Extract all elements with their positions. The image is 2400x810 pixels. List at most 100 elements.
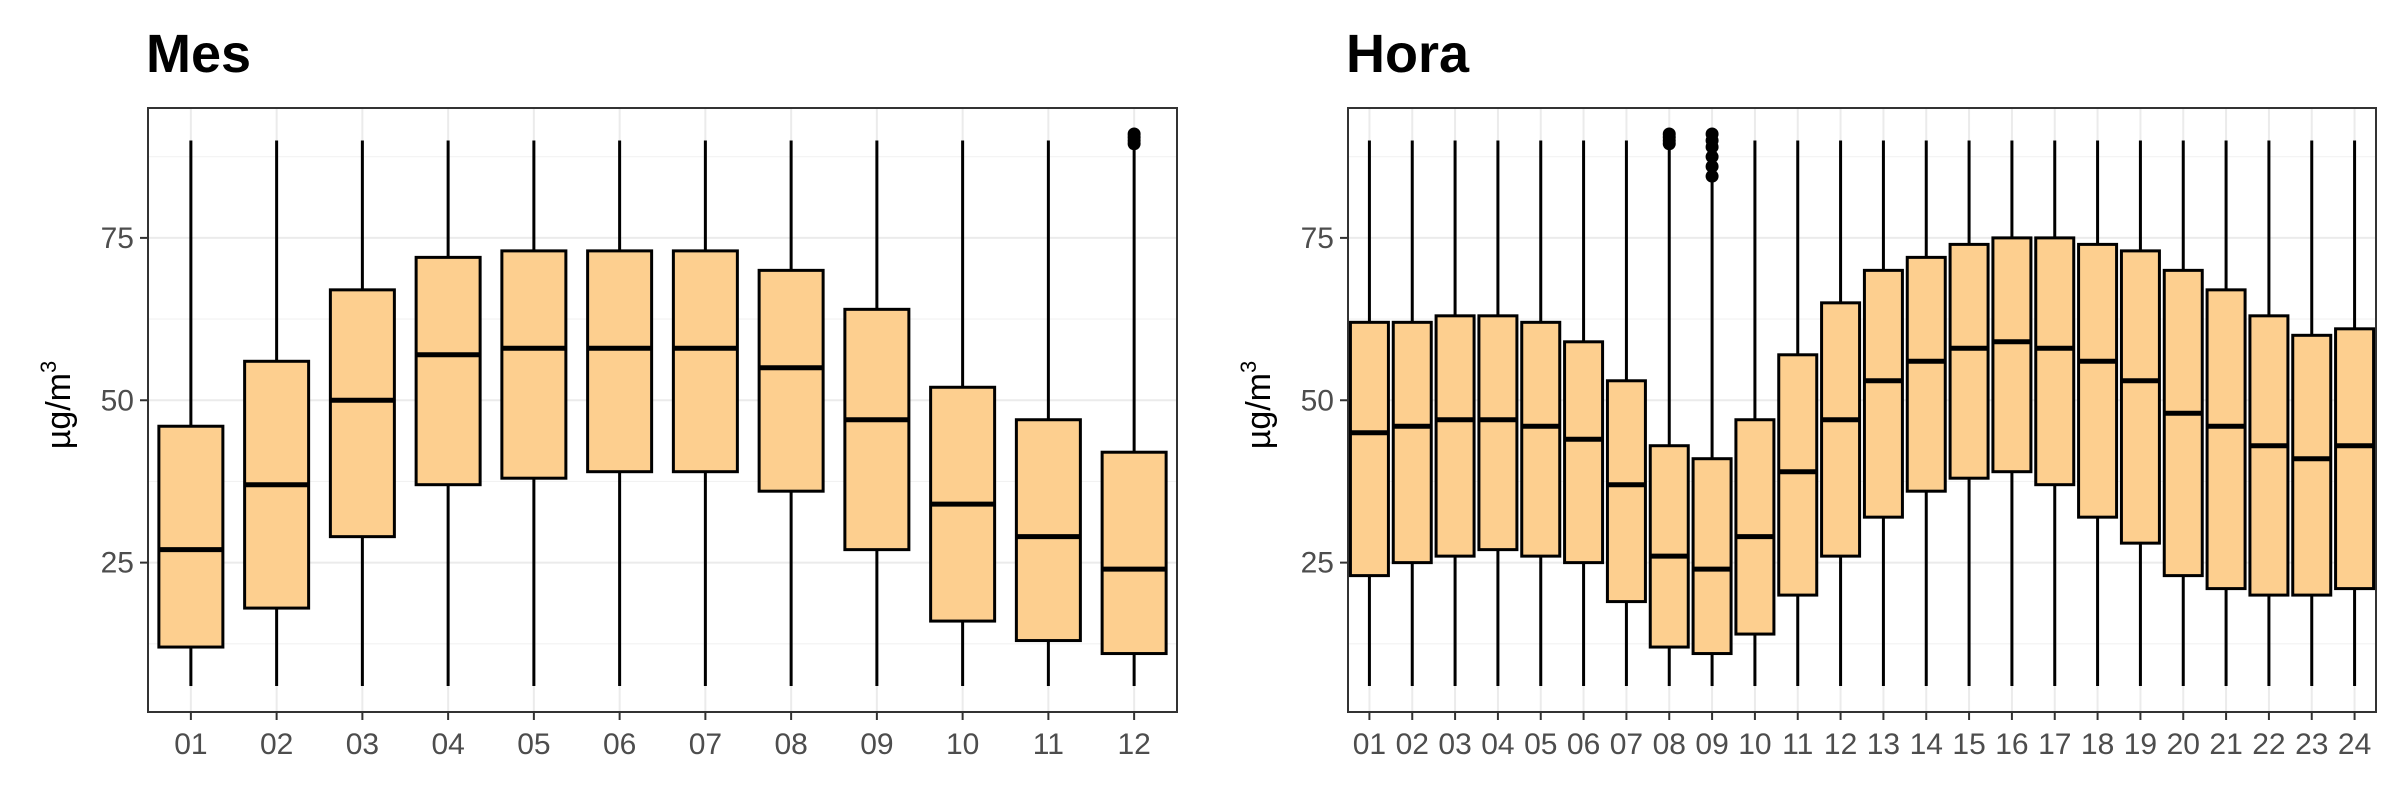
x-tick-label: 20: [2167, 728, 2200, 761]
x-tick-label: 11: [1782, 728, 1813, 761]
box-iqr: [2077, 242, 2119, 519]
box-iqr: [1100, 450, 1168, 656]
x-tick-label: 14: [1910, 728, 1943, 761]
outlier-point: [1705, 150, 1719, 164]
box-08: [757, 140, 825, 687]
y-axis-title-text: µg/m: [1240, 373, 1278, 449]
box-09: [1691, 127, 1733, 687]
box-iqr: [2334, 327, 2376, 591]
box-11: [1014, 140, 1082, 687]
plot-border: [147, 107, 1178, 713]
box-07: [1605, 140, 1647, 687]
box-iqr: [757, 268, 825, 493]
box-24: [2334, 140, 2376, 687]
x-tick-label: 02: [260, 728, 293, 761]
y-axis-title-text: µg/m: [40, 373, 78, 449]
x-tick-label: 23: [2295, 728, 2328, 761]
box-01: [1348, 140, 1390, 687]
box-10: [1734, 140, 1776, 687]
box-iqr: [586, 249, 654, 474]
box-iqr: [1014, 418, 1082, 643]
plot-background: [1348, 108, 2376, 712]
box-iqr: [2034, 236, 2076, 487]
plot-border: [1347, 107, 2377, 713]
panel-hora: Hora µg/m3 25 50 75 01 02 03 04 05 06 07 08 09 10 11 1…: [1236, 24, 2377, 761]
outlier-point: [1705, 169, 1719, 183]
box-06: [1563, 140, 1605, 687]
x-tick-label: 08: [774, 728, 807, 761]
box-23: [2291, 140, 2333, 687]
x-tick-label: 12: [1117, 728, 1150, 761]
x-tick-label: 05: [1524, 728, 1557, 761]
box-iqr: [2119, 249, 2161, 545]
x-tick-label: 06: [603, 728, 636, 761]
x-tick-label: 04: [431, 728, 464, 761]
x-tick-label: 13: [1867, 728, 1900, 761]
box-04: [414, 140, 482, 687]
box-12: [1820, 140, 1862, 687]
plot-background: [148, 108, 1177, 712]
box-10: [929, 140, 997, 687]
box-02: [1391, 140, 1433, 687]
box-11: [1777, 140, 1819, 687]
x-tick-label: 09: [860, 728, 893, 761]
box-01: [157, 140, 225, 687]
outlier-point: [1662, 127, 1676, 141]
x-tick-label: 10: [1738, 728, 1771, 761]
x-tick-label: 07: [1610, 728, 1643, 761]
y-axis-title-superscript: 3: [36, 361, 61, 373]
box-15: [1948, 140, 1990, 687]
outlier-point: [1705, 127, 1719, 141]
box-iqr: [671, 249, 739, 474]
x-tick-label: 02: [1396, 728, 1429, 761]
box-iqr: [1991, 236, 2033, 474]
box-iqr: [2162, 268, 2204, 578]
box-05: [1520, 140, 1562, 687]
box-21: [2205, 140, 2247, 687]
y-axis-title-superscript: 3: [1236, 361, 1261, 373]
x-tick-label: 19: [2124, 728, 2157, 761]
y-tick-label: 50: [1301, 384, 1334, 417]
y-tick-label: 75: [1301, 222, 1334, 255]
box-iqr: [1734, 418, 1776, 636]
y-tick-label: 50: [101, 384, 134, 417]
box-iqr: [2205, 288, 2247, 591]
box-iqr: [1477, 314, 1519, 552]
x-tick-label: 01: [174, 728, 207, 761]
box-18: [2077, 140, 2119, 687]
panel-title: Hora: [1346, 24, 1470, 84]
x-tick-label: 07: [689, 728, 722, 761]
y-tick-label: 25: [1301, 547, 1334, 580]
x-tick-label: 05: [517, 728, 550, 761]
box-iqr: [1820, 301, 1862, 558]
panel-mes: Mes µg/m3 25 50 75 01 02 03 04 05 06 07 08 09 10 11 12: [36, 24, 1178, 761]
box-iqr: [157, 424, 225, 649]
box-14: [1905, 140, 1947, 687]
box-iqr: [1348, 320, 1390, 578]
box-iqr: [2248, 314, 2290, 597]
box-iqr: [500, 249, 568, 480]
y-axis-title: µg/m3: [1236, 361, 1278, 450]
x-tick-label: 21: [2209, 728, 2242, 761]
box-08: [1648, 127, 1690, 687]
box-07: [671, 140, 739, 687]
x-tick-label: 16: [1995, 728, 2028, 761]
box-iqr: [1434, 314, 1476, 558]
box-17: [2034, 140, 2076, 687]
box-iqr: [1605, 379, 1647, 604]
x-tick-label: 04: [1481, 728, 1514, 761]
box-12: [1100, 127, 1168, 687]
x-tick-label: 03: [1438, 728, 1471, 761]
box-iqr: [1691, 457, 1733, 656]
x-tick-label: 01: [1353, 728, 1386, 761]
box-iqr: [1948, 242, 1990, 480]
box-iqr: [414, 255, 482, 487]
x-tick-label: 24: [2338, 728, 2371, 761]
box-05: [500, 140, 568, 687]
box-iqr: [2291, 333, 2333, 597]
box-iqr: [328, 288, 396, 539]
outlier-point: [1705, 159, 1719, 173]
box-iqr: [1648, 444, 1690, 649]
x-tick-label: 06: [1567, 728, 1600, 761]
